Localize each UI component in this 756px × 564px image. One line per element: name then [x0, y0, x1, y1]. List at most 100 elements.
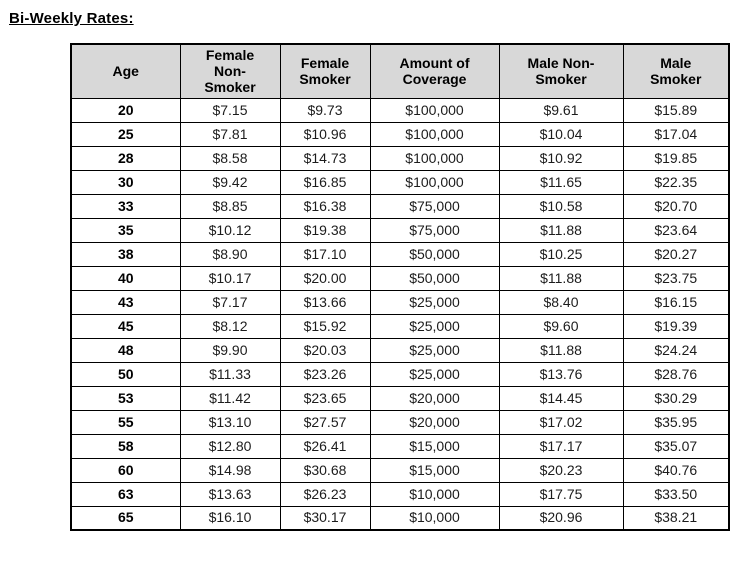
- table-row: 43 $7.17 $13.66 $25,000 $8.40 $16.15: [70, 289, 730, 315]
- table-row: 35 $10.12 $19.38 $75,000 $11.88 $23.64: [70, 217, 730, 243]
- rate-cell: $75,000: [369, 193, 500, 219]
- rate-cell: $23.26: [279, 361, 371, 387]
- rate-cell: $30.17: [279, 505, 371, 531]
- rate-cell: $20.00: [279, 265, 371, 291]
- rate-cell: $8.58: [179, 145, 281, 171]
- rate-cell: $10.25: [498, 241, 624, 267]
- rate-cell: $8.85: [179, 193, 281, 219]
- age-cell: 38: [70, 241, 181, 267]
- rate-cell: $26.23: [279, 481, 371, 507]
- age-cell: 65: [70, 505, 181, 531]
- rate-cell: $100,000: [369, 145, 500, 171]
- rate-cell: $19.38: [279, 217, 371, 243]
- rate-cell: $13.66: [279, 289, 371, 315]
- rate-cell: $7.17: [179, 289, 281, 315]
- age-cell: 45: [70, 313, 181, 339]
- table-row: 53 $11.42 $23.65 $20,000 $14.45 $30.29: [70, 385, 730, 411]
- rate-cell: $10,000: [369, 505, 500, 531]
- table-row: 30 $9.42 $16.85 $100,000 $11.65 $22.35: [70, 169, 730, 195]
- table-row: 45 $8.12 $15.92 $25,000 $9.60 $19.39: [70, 313, 730, 339]
- rate-cell: $35.07: [622, 433, 730, 459]
- rate-cell: $9.73: [279, 97, 371, 123]
- age-cell: 43: [70, 289, 181, 315]
- rate-cell: $50,000: [369, 265, 500, 291]
- age-cell: 58: [70, 433, 181, 459]
- rate-cell: $20.23: [498, 457, 624, 483]
- table-row: 60 $14.98 $30.68 $15,000 $20.23 $40.76: [70, 457, 730, 483]
- page-title: Bi-Weekly Rates:: [9, 10, 134, 27]
- table-header-row: Age Female Non- Smoker Female Smoker Amount…: [70, 43, 730, 99]
- rate-cell: $25,000: [369, 313, 500, 339]
- rate-cell: $40.76: [622, 457, 730, 483]
- rate-cell: $13.10: [179, 409, 281, 435]
- rate-cell: $28.76: [622, 361, 730, 387]
- rate-cell: $14.98: [179, 457, 281, 483]
- column-header: Male Non- Smoker: [498, 43, 624, 99]
- table-row: 25 $7.81 $10.96 $100,000 $10.04 $17.04: [70, 121, 730, 147]
- age-cell: 63: [70, 481, 181, 507]
- rate-cell: $16.38: [279, 193, 371, 219]
- rate-cell: $17.17: [498, 433, 624, 459]
- rate-cell: $11.33: [179, 361, 281, 387]
- rate-cell: $9.42: [179, 169, 281, 195]
- table-row: 28 $8.58 $14.73 $100,000 $10.92 $19.85: [70, 145, 730, 171]
- rate-cell: $23.65: [279, 385, 371, 411]
- rate-cell: $24.24: [622, 337, 730, 363]
- rate-cell: $20.96: [498, 505, 624, 531]
- rate-cell: $11.88: [498, 217, 624, 243]
- rate-cell: $19.39: [622, 313, 730, 339]
- rate-cell: $9.61: [498, 97, 624, 123]
- rate-cell: $22.35: [622, 169, 730, 195]
- age-cell: 33: [70, 193, 181, 219]
- rate-cell: $11.42: [179, 385, 281, 411]
- rate-cell: $11.65: [498, 169, 624, 195]
- table-row: 63 $13.63 $26.23 $10,000 $17.75 $33.50: [70, 481, 730, 507]
- rate-cell: $19.85: [622, 145, 730, 171]
- rate-cell: $23.75: [622, 265, 730, 291]
- rate-cell: $15.92: [279, 313, 371, 339]
- column-header: Age: [70, 43, 181, 99]
- rate-cell: $33.50: [622, 481, 730, 507]
- rate-cell: $15.89: [622, 97, 730, 123]
- rate-cell: $17.10: [279, 241, 371, 267]
- age-cell: 55: [70, 409, 181, 435]
- rate-cell: $10.96: [279, 121, 371, 147]
- rate-cell: $10.92: [498, 145, 624, 171]
- rate-cell: $100,000: [369, 169, 500, 195]
- column-header: Amount of Coverage: [369, 43, 500, 99]
- age-cell: 53: [70, 385, 181, 411]
- rate-cell: $15,000: [369, 457, 500, 483]
- rate-cell: $9.60: [498, 313, 624, 339]
- table-row: 65 $16.10 $30.17 $10,000 $20.96 $38.21: [70, 505, 730, 531]
- table-row: 48 $9.90 $20.03 $25,000 $11.88 $24.24: [70, 337, 730, 363]
- column-header: Female Non- Smoker: [179, 43, 281, 99]
- rate-cell: $8.12: [179, 313, 281, 339]
- rate-cell: $100,000: [369, 97, 500, 123]
- rate-cell: $26.41: [279, 433, 371, 459]
- rate-cell: $16.85: [279, 169, 371, 195]
- table-row: 38 $8.90 $17.10 $50,000 $10.25 $20.27: [70, 241, 730, 267]
- age-cell: 20: [70, 97, 181, 123]
- rate-cell: $25,000: [369, 289, 500, 315]
- rate-cell: $35.95: [622, 409, 730, 435]
- table-row: 55 $13.10 $27.57 $20,000 $17.02 $35.95: [70, 409, 730, 435]
- rate-cell: $11.88: [498, 265, 624, 291]
- rate-cell: $16.15: [622, 289, 730, 315]
- rate-cell: $10.04: [498, 121, 624, 147]
- rate-cell: $12.80: [179, 433, 281, 459]
- rate-cell: $20.70: [622, 193, 730, 219]
- rate-cell: $75,000: [369, 217, 500, 243]
- rate-cell: $9.90: [179, 337, 281, 363]
- age-cell: 48: [70, 337, 181, 363]
- column-header: Female Smoker: [279, 43, 371, 99]
- rate-cell: $23.64: [622, 217, 730, 243]
- rate-cell: $20,000: [369, 385, 500, 411]
- rate-cell: $8.40: [498, 289, 624, 315]
- rate-cell: $20,000: [369, 409, 500, 435]
- rate-cell: $30.68: [279, 457, 371, 483]
- table-body: 20 $7.15 $9.73 $100,000 $9.61 $15.89 25 $7.81 $1…: [70, 97, 730, 531]
- rate-cell: $15,000: [369, 433, 500, 459]
- rate-cell: $10.58: [498, 193, 624, 219]
- rate-cell: $25,000: [369, 337, 500, 363]
- rate-cell: $8.90: [179, 241, 281, 267]
